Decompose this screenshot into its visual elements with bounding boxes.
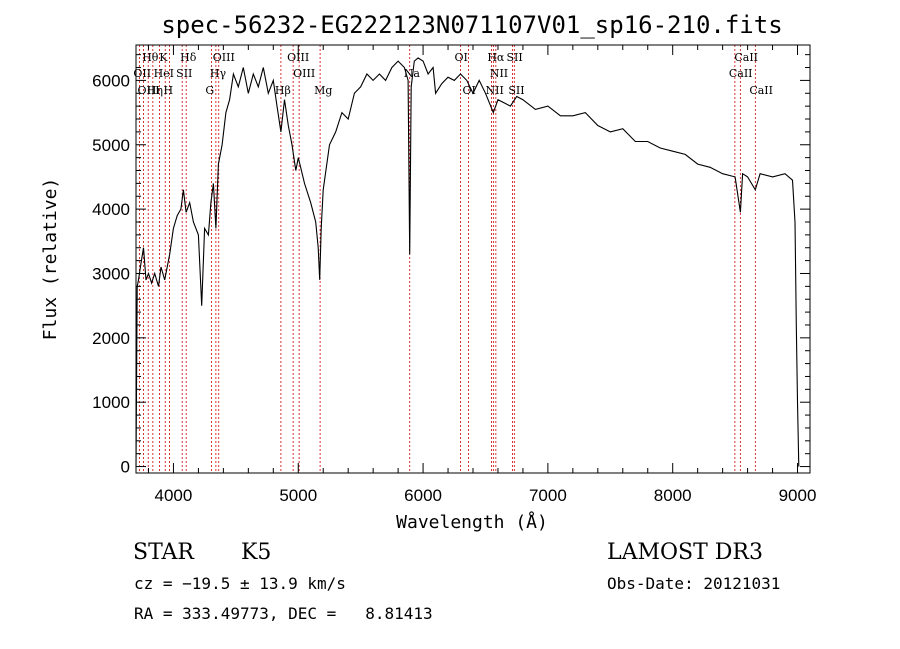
spectrum-line [135,57,800,467]
y-tick-label-2: 2000 [92,329,130,348]
plot-frame [135,44,811,474]
y-tick-label-3: 3000 [92,264,130,283]
line-marker-label-10: Hγ [210,67,227,80]
line-marker-label-2: OIII [137,84,159,97]
object-class: STAR [133,540,194,565]
coordinates: RA = 333.49773, DEC = 8.81413 [134,604,433,623]
line-marker-label-25: CaII [729,67,753,80]
x-tick-label-1: 5000 [279,486,317,505]
line-marker-label-11: OIII [213,51,235,64]
line-marker-labels: HθOIIOIIIHηHeIKHSIIHδGHγOIIIHβOIIIOIIIMg… [133,51,773,97]
line-marker-label-14: OIII [293,67,315,80]
line-marker-label-7: SII [176,67,192,80]
line-marker-label-19: Hα [487,51,505,64]
line-marker-label-26: CaII [749,84,773,97]
x-axis-ticks: 4000 5000 6000 7000 8000 9000 [147,45,817,505]
line-marker-label-16: Na [404,67,421,80]
line-marker-label-5: K [159,51,168,64]
x-tick-label-2: 6000 [404,486,442,505]
redshift-readout: cz = −19.5 ± 13.9 km/s [134,574,346,593]
line-marker-label-12: Hβ [275,84,291,97]
y-tick-label-4: 4000 [92,200,130,219]
line-marker-label-13: OIII [287,51,309,64]
y-tick-label-0: 0 [121,458,130,477]
x-axis-label: Wavelength (Å) [396,511,548,533]
y-tick-label-1: 1000 [92,393,130,412]
x-tick-label-5: 9000 [779,486,817,505]
line-marker-label-6: H [163,84,173,97]
line-marker-label-4: HeI [154,67,174,80]
y-axis-ticks: 0 1000 2000 3000 4000 5000 6000 [92,54,810,477]
y-tick-label-6: 6000 [92,71,130,90]
chart-title: spec-56232-EG222123N071107V01_sp16-210.f… [161,11,782,39]
x-tick-label-3: 7000 [529,486,567,505]
obs-date: Obs-Date: 20121031 [607,574,781,593]
line-marker-label-0: Hθ [142,51,159,64]
line-marker-label-1: OII [133,67,151,80]
line-marker-label-15: Mg [314,84,332,97]
line-marker-label-8: Hδ [180,51,197,64]
line-marker-label-23: SII [508,84,524,97]
x-tick-label-4: 8000 [654,486,692,505]
y-axis-label: Flux (relative) [40,178,61,341]
line-marker-label-3: Hη [147,84,163,97]
line-marker-label-17: OI [455,51,468,64]
x-tick-label-0: 4000 [155,486,193,505]
line-marker-label-9: G [205,84,214,97]
y-tick-label-5: 5000 [92,136,130,155]
survey-name: LAMOST DR3 [607,540,763,565]
line-marker-label-24: CaII [734,51,758,64]
subclass: K5 [241,540,272,565]
line-marker-label-18: OI [463,84,476,97]
line-marker-label-22: SII [506,51,522,64]
line-marker-label-20: NII [485,84,503,97]
line-marker-label-21: NII [490,67,508,80]
line-markers [138,45,756,473]
